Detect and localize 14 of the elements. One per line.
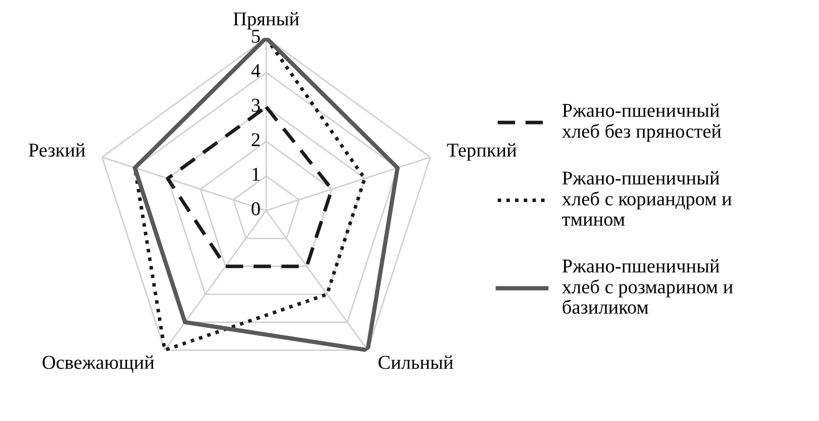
legend-label: Ржано-пшеничный хлеб без пряностей (562, 103, 722, 142)
spoke-label: Терпкий (447, 143, 516, 161)
y-tick-label: 5 (252, 30, 260, 43)
y-tick-label: 3 (252, 98, 260, 112)
spoke-label: Сильный (378, 355, 454, 369)
y-tick-label: 0 (252, 202, 260, 216)
legend-label: Ржано-пшеничный хлеб с кориандром и тмином (562, 171, 732, 226)
spoke-label: Резкий (28, 143, 86, 157)
y-tick-label: 2 (252, 133, 260, 146)
spoke-label: Пряный (233, 12, 300, 30)
legend-label: Ржано-пшеничный хлеб с розмарином и базиликом (562, 259, 733, 314)
y-tick-label: 1 (252, 168, 260, 181)
y-tick-label: 4 (251, 64, 260, 78)
spoke-label: Освежающий (42, 355, 154, 373)
